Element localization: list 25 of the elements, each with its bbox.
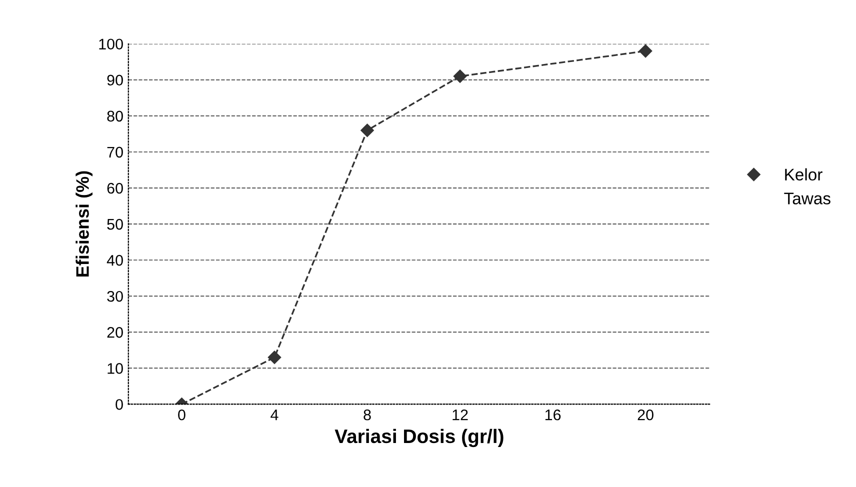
x-tick-label: 12 bbox=[452, 409, 468, 420]
x-axis-title: Variasi Dosis (gr/l) bbox=[334, 428, 504, 448]
y-tick-label: 40 bbox=[106, 254, 123, 266]
y-tick-label: 90 bbox=[107, 74, 123, 86]
y-tick-label: 10 bbox=[108, 363, 123, 374]
point bbox=[360, 124, 374, 137]
y-axis-title: Efisiensi (%) bbox=[76, 171, 92, 276]
y-tick-label: 30 bbox=[107, 290, 123, 302]
y-tick-label: 80 bbox=[107, 110, 123, 122]
y-tick-label: 50 bbox=[107, 218, 123, 230]
point bbox=[638, 44, 652, 58]
y-tick-label: 0 bbox=[116, 399, 123, 410]
text: Tawas bbox=[784, 192, 830, 204]
x-tick-label: 8 bbox=[364, 409, 371, 420]
y-tick-label: 60 bbox=[107, 182, 123, 194]
x-tick-label: 4 bbox=[270, 410, 278, 420]
point bbox=[453, 70, 467, 83]
point bbox=[268, 350, 282, 364]
y-tick-label: 20 bbox=[107, 327, 123, 338]
legend-label: Kelor bbox=[785, 168, 822, 181]
y-tick-label: 70 bbox=[107, 146, 123, 158]
x-tick-label: 0 bbox=[178, 409, 186, 420]
x-tick-label: 20 bbox=[638, 409, 654, 420]
y-tick-label: 100 bbox=[99, 38, 123, 50]
x-tick-label: 16 bbox=[545, 409, 561, 420]
